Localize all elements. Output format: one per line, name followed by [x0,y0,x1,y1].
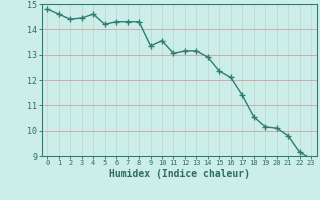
X-axis label: Humidex (Indice chaleur): Humidex (Indice chaleur) [109,169,250,179]
